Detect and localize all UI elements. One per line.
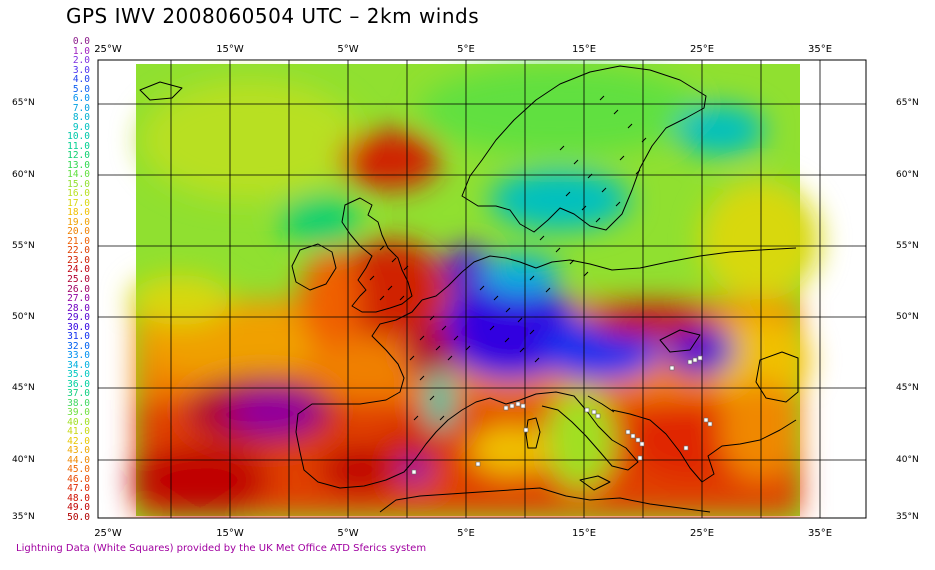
lon-label-bottom-5e: 5°E bbox=[457, 528, 475, 539]
colorbar-label: 40.0 bbox=[67, 416, 90, 428]
lat-label-right-55n: 55°N bbox=[896, 241, 919, 251]
colorbar-label: 38.0 bbox=[67, 397, 90, 409]
lon-label-top-25w: 25°W bbox=[94, 44, 122, 55]
colorbar-label: 26.0 bbox=[67, 283, 90, 295]
lon-label-top-15w: 15°W bbox=[216, 44, 244, 55]
colorbar-label: 43.0 bbox=[67, 445, 90, 457]
colorbar-label: 24.0 bbox=[67, 264, 90, 276]
lat-label-right-45n: 45°N bbox=[896, 383, 919, 393]
colorbar-label: 50.0 bbox=[67, 512, 90, 523]
colorbar-label: 42.0 bbox=[67, 435, 90, 447]
lightning-markers bbox=[411, 355, 713, 475]
lat-label-left-60n: 60°N bbox=[12, 170, 35, 180]
lon-label-bottom-5w: 5°W bbox=[337, 528, 359, 539]
lat-label-left-65n: 65°N bbox=[12, 98, 35, 108]
colorbar-label: 13.0 bbox=[67, 159, 90, 171]
lon-label-top-15e: 15°E bbox=[571, 44, 597, 55]
colorbar-label: 12.0 bbox=[67, 150, 90, 162]
colorbar-label: 11.0 bbox=[67, 140, 90, 152]
lat-label-left-45n: 45°N bbox=[12, 383, 35, 393]
lat-label-right-60n: 60°N bbox=[896, 170, 919, 180]
colorbar-label: 30.0 bbox=[67, 321, 90, 333]
colorbar-label: 33.0 bbox=[67, 350, 90, 362]
colorbar-label: 17.0 bbox=[67, 197, 90, 209]
colorbar-label: 9.0 bbox=[72, 121, 90, 133]
lon-label-bottom-35e: 35°E bbox=[807, 528, 833, 539]
lat-label-left-40n: 40°N bbox=[12, 455, 35, 465]
lat-label-right-40n: 40°N bbox=[896, 455, 919, 465]
graticule bbox=[98, 60, 866, 518]
colorbar-label: 44.0 bbox=[67, 454, 90, 466]
colorbar-label: 20.0 bbox=[67, 226, 90, 238]
colorbar-label: 36.0 bbox=[67, 378, 90, 390]
colorbar-label: 1.0 bbox=[72, 45, 90, 57]
colorbar-label: 15.0 bbox=[67, 178, 90, 190]
lon-label-top-5w: 5°W bbox=[337, 44, 359, 55]
lon-label-bottom-25w: 25°W bbox=[94, 528, 122, 539]
coastlines bbox=[139, 65, 799, 513]
colorbar-label: 28.0 bbox=[67, 302, 90, 314]
colorbar-label: 7.0 bbox=[72, 102, 90, 114]
colorbar-label: 19.0 bbox=[67, 216, 90, 228]
map-title: GPS IWV 2008060504 UTC – 2km winds bbox=[66, 4, 480, 28]
colorbar-label: 8.0 bbox=[72, 112, 90, 124]
lon-label-bottom-15e: 15°E bbox=[571, 528, 597, 539]
colorbar-label: 5.0 bbox=[72, 83, 90, 95]
iwv-field bbox=[130, 64, 820, 516]
colorbar-label: 31.0 bbox=[67, 331, 90, 343]
colorbar-label: 29.0 bbox=[67, 312, 90, 324]
lat-label-right-65n: 65°N bbox=[896, 98, 919, 108]
lon-label-bottom-15w: 15°W bbox=[216, 528, 244, 539]
lon-label-top-25e: 25°E bbox=[689, 44, 715, 55]
colorbar-label: 21.0 bbox=[67, 235, 90, 247]
wind-arrows bbox=[369, 95, 647, 421]
colorbar-label: 0.0 bbox=[72, 36, 90, 47]
colorbar-label: 46.0 bbox=[67, 473, 90, 485]
lat-label-right-50n: 50°N bbox=[896, 312, 919, 322]
colorbar-label: 3.0 bbox=[72, 64, 90, 76]
colorbar-label: 35.0 bbox=[67, 369, 90, 381]
colorbar-label: 37.0 bbox=[67, 388, 90, 400]
colorbar-label: 25.0 bbox=[67, 274, 90, 285]
lon-label-bottom-25e: 25°E bbox=[689, 528, 715, 539]
colorbar-label: 14.0 bbox=[67, 169, 90, 181]
colorbar-label: 18.0 bbox=[67, 207, 90, 219]
colorbar-label: 10.0 bbox=[67, 131, 90, 143]
lat-label-left-50n: 50°N bbox=[12, 312, 35, 322]
lat-label-right-35n: 35°N bbox=[896, 512, 919, 522]
lon-label-top-5e: 5°E bbox=[457, 44, 475, 55]
colorbar-label: 34.0 bbox=[67, 359, 90, 371]
lat-label-left-35n: 35°N bbox=[12, 512, 35, 522]
colorbar-label: 22.0 bbox=[67, 245, 90, 257]
colorbar-label: 41.0 bbox=[67, 426, 90, 438]
lightning-credit: Lightning Data (White Squares) provided … bbox=[16, 543, 427, 554]
colorbar-label: 6.0 bbox=[72, 93, 90, 105]
colorbar-label: 45.0 bbox=[67, 464, 90, 476]
colorbar-label: 49.0 bbox=[67, 502, 90, 514]
colorbar-label: 4.0 bbox=[72, 74, 90, 86]
colorbar-label: 27.0 bbox=[67, 293, 90, 305]
colorbar-label: 32.0 bbox=[67, 340, 90, 352]
colorbar-label: 16.0 bbox=[67, 188, 90, 200]
colorbar-label: 47.0 bbox=[67, 483, 90, 495]
colorbar-label: 39.0 bbox=[67, 407, 90, 419]
lat-label-left-55n: 55°N bbox=[12, 241, 35, 251]
lon-label-top-35e: 35°E bbox=[807, 44, 833, 55]
colorbar-label: 2.0 bbox=[72, 55, 90, 67]
colorbar-label: 23.0 bbox=[67, 254, 90, 266]
colorbar-label: 48.0 bbox=[67, 492, 90, 504]
